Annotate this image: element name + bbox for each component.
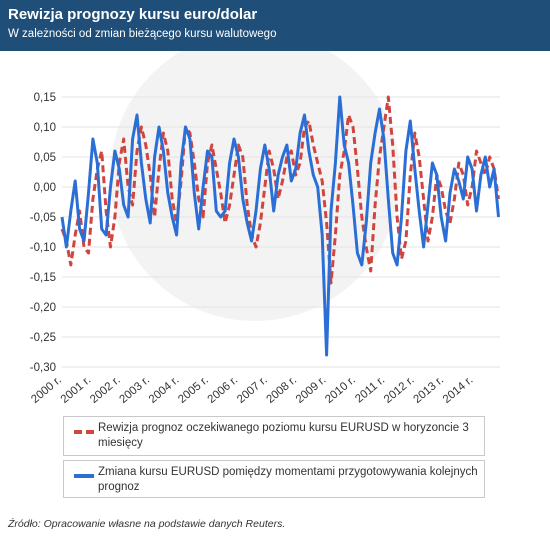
legend-label-forecast-revision: Rewizja prognoz oczekiwanego poziomu kur… xyxy=(98,422,469,449)
x-axis-ticks: 2000 r.2001 r.2002 r.2003 r.2004 r.2005 … xyxy=(29,374,475,406)
chart-title: Rewizja prognozy kursu euro/dolar xyxy=(8,6,258,23)
x-tick-label: 2011 r. xyxy=(353,374,387,405)
x-tick-label: 2001 r. xyxy=(59,374,94,406)
x-tick-label: 2008 r. xyxy=(264,374,299,406)
series-line-spot-change xyxy=(60,95,500,357)
x-tick-label: 2000 r. xyxy=(29,374,64,406)
x-tick-label: 2004 r. xyxy=(147,374,182,406)
line-chart: 0,15 0,10 0,05 0,00 -0,05 -0,10 -0,15 -0,20 -0,2… xyxy=(29,31,500,406)
chart-subtitle: W zależności od zmian bieżącego kursu wa… xyxy=(8,28,277,40)
chart-header: Rewizja prognozy kursu euro/dolar W zale… xyxy=(0,0,550,51)
legend-item-forecast-revision: Rewizja prognoz oczekiwanego poziomu kur… xyxy=(63,416,485,456)
x-tick-label: 2002 r. xyxy=(88,374,123,406)
y-tick-label: -0,20 xyxy=(30,302,56,314)
grid-lines xyxy=(62,96,500,368)
x-tick-label: 2014 r. xyxy=(441,374,476,406)
y-tick-label: -0,25 xyxy=(30,332,56,344)
y-tick-label: 0,05 xyxy=(34,152,56,164)
x-tick-label: 2009 r. xyxy=(294,374,329,406)
y-tick-label: -0,15 xyxy=(30,272,56,284)
x-tick-label: 2006 r. xyxy=(206,374,241,406)
y-tick-label: -0,30 xyxy=(30,362,56,374)
y-tick-label: 0,00 xyxy=(34,182,56,194)
legend-label-spot-change: Zmiana kursu EURUSD pomiędzy momentami p… xyxy=(98,466,478,493)
legend-swatch-solid-blue xyxy=(74,474,94,478)
x-tick-label: 2012 r. xyxy=(382,374,417,406)
x-tick-label: 2007 r. xyxy=(235,374,270,406)
y-tick-label: -0,05 xyxy=(30,212,56,224)
source-note: Źródło: Opracowanie własne na podstawie … xyxy=(8,518,286,530)
y-tick-label: 0,10 xyxy=(34,122,56,134)
legend-swatch-dashed-red xyxy=(74,430,94,434)
x-tick-label: 2005 r. xyxy=(176,374,211,406)
y-axis-ticks: 0,15 0,10 0,05 0,00 -0,05 -0,10 -0,15 -0,20 -0,2… xyxy=(30,92,56,374)
x-tick-label: 2003 r. xyxy=(117,374,152,406)
x-tick-label: 2013 r. xyxy=(411,374,446,406)
y-tick-label: 0,15 xyxy=(34,92,56,104)
legend-item-spot-change: Zmiana kursu EURUSD pomiędzy momentami p… xyxy=(63,460,485,498)
series-lines xyxy=(60,95,500,357)
y-tick-label: -0,10 xyxy=(30,242,56,254)
x-tick-label: 2010 r. xyxy=(323,374,358,406)
